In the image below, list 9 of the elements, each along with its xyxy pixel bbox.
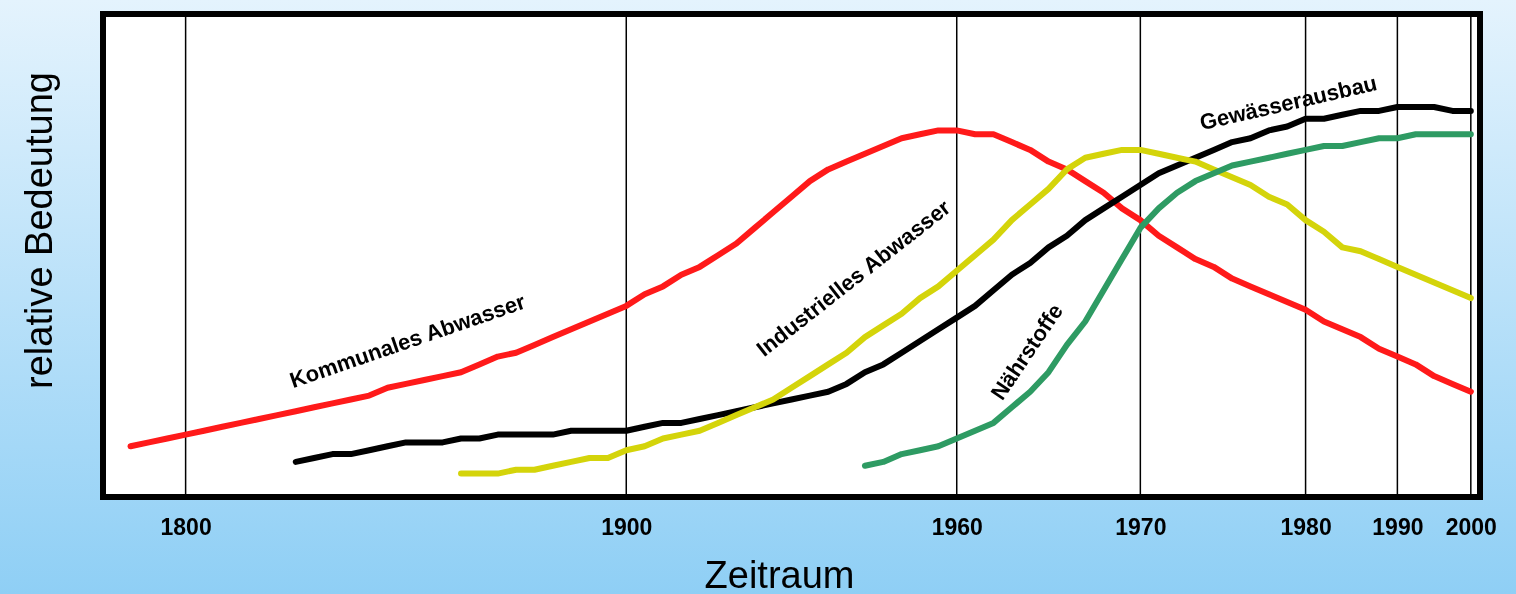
x-tick-label: 1970 bbox=[1115, 514, 1167, 541]
x-axis-title: Zeitraum bbox=[704, 554, 855, 594]
x-tick-label: 1900 bbox=[601, 514, 653, 541]
x-tick-label: 2000 bbox=[1445, 514, 1497, 541]
x-tick-label: 1960 bbox=[931, 514, 983, 541]
x-tick-label: 1980 bbox=[1280, 514, 1332, 541]
x-tick-label: 1800 bbox=[160, 514, 212, 541]
y-axis-title: relative Bedeutung bbox=[18, 72, 60, 389]
x-tick-label: 1990 bbox=[1372, 514, 1424, 541]
